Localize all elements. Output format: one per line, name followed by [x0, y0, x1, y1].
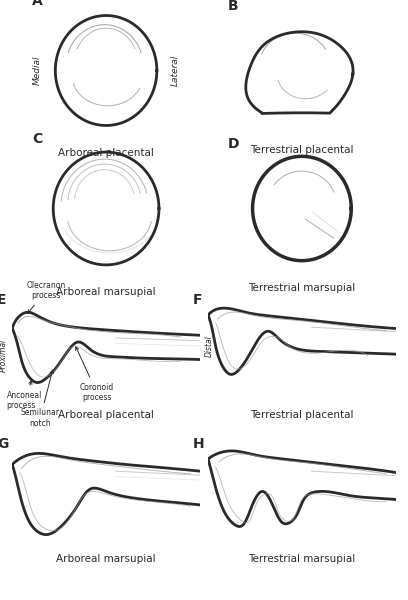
Text: A: A [32, 0, 43, 8]
Text: Arboreal placental: Arboreal placental [58, 410, 154, 420]
Text: F: F [193, 293, 202, 307]
Text: Semilunar
notch: Semilunar notch [21, 370, 60, 428]
Text: Terrestrial marsupial: Terrestrial marsupial [248, 283, 355, 293]
Text: B: B [228, 0, 239, 13]
Text: Medial: Medial [33, 56, 42, 85]
Text: Coronoid
process: Coronoid process [75, 347, 114, 402]
Text: Anconeal
process: Anconeal process [7, 381, 42, 410]
Text: Distal: Distal [205, 335, 214, 357]
Text: G: G [0, 437, 9, 451]
Text: C: C [32, 133, 42, 146]
Text: E: E [0, 293, 7, 307]
Text: Olecranon
process: Olecranon process [27, 281, 66, 313]
Text: Arboreal marsupial: Arboreal marsupial [56, 554, 156, 564]
Text: Lateral: Lateral [171, 55, 180, 86]
Text: Terrestrial placental: Terrestrial placental [250, 410, 354, 420]
Text: Terrestrial placental: Terrestrial placental [250, 145, 354, 155]
Text: Arboreal placental: Arboreal placental [58, 148, 154, 158]
Text: D: D [228, 137, 239, 151]
Text: Terrestrial marsupial: Terrestrial marsupial [248, 554, 355, 564]
Text: Arboreal marsupial: Arboreal marsupial [56, 287, 156, 298]
Text: H: H [193, 437, 205, 451]
Text: Proximal: Proximal [0, 339, 7, 372]
